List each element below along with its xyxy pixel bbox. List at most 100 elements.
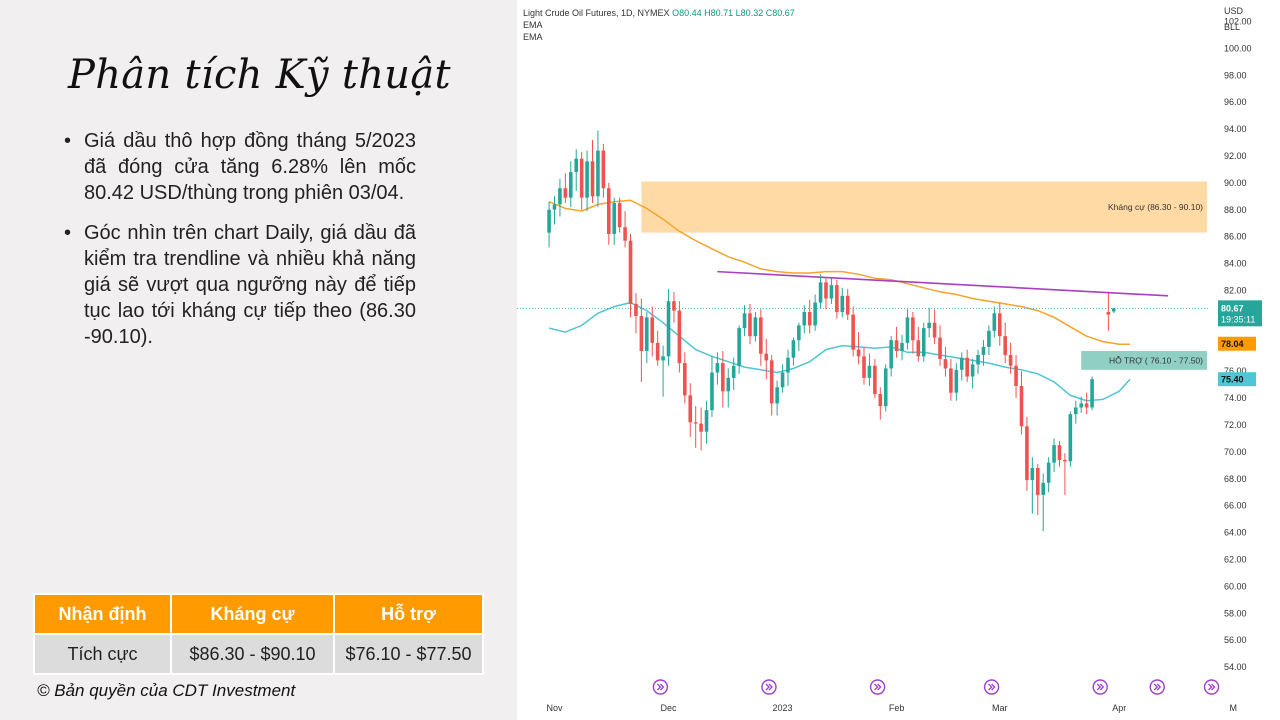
candle-body	[797, 325, 801, 341]
candle	[693, 406, 698, 448]
price-axis-tick-label: 88.00	[1224, 205, 1247, 215]
candle	[883, 364, 888, 412]
event-marker-circle	[1149, 679, 1165, 695]
candle	[970, 359, 975, 389]
indicator-ema-1[interactable]: EMA	[523, 20, 543, 30]
candle	[655, 330, 660, 366]
candle-body	[1003, 336, 1007, 356]
bullet-item: • Giá dầu thô hợp đồng tháng 5/2023 đã đó…	[62, 128, 416, 206]
ema-fast-line	[548, 301, 1131, 402]
candle-body	[590, 161, 595, 197]
price-axis-tick-label: 64.00	[1224, 528, 1247, 538]
candle-body	[905, 317, 910, 343]
candle	[634, 293, 638, 334]
candle	[1052, 438, 1056, 473]
candle	[1030, 457, 1035, 514]
candle	[568, 161, 573, 208]
price-axis-tick-label: 96.00	[1224, 97, 1247, 107]
candle	[905, 309, 910, 350]
candle	[1003, 322, 1007, 364]
candle	[916, 326, 921, 362]
candle-body	[1008, 355, 1013, 366]
price-axis-tick-label: 86.00	[1224, 232, 1247, 242]
candle	[547, 201, 551, 248]
candle-body	[965, 357, 969, 377]
candle	[997, 302, 1002, 346]
ema-slow-price-tag-bg	[1218, 336, 1256, 351]
candle-body	[607, 188, 611, 234]
countdown-timer: 19:35:11	[1221, 314, 1255, 324]
candle	[1046, 457, 1051, 493]
candle	[769, 355, 774, 416]
candle	[552, 196, 557, 225]
price-chart[interactable]: 54.00 56.00 58.00 60.00 62.00 64.00 66.00 68.00…	[517, 0, 1280, 720]
candle-body	[661, 356, 665, 361]
price-axis-tick-label: 76.00	[1224, 366, 1247, 376]
candle-body	[612, 203, 617, 234]
candle	[590, 139, 595, 204]
last-price-tag-bg	[1218, 300, 1262, 327]
candle	[807, 299, 812, 334]
candle	[911, 311, 915, 354]
candle	[612, 197, 617, 245]
candle-body	[987, 330, 991, 347]
candle-body	[596, 150, 600, 197]
candle	[1014, 355, 1018, 399]
price-axis-tick-label: 62.00	[1224, 554, 1247, 564]
indicator-ema-2[interactable]: EMA	[523, 32, 543, 42]
candle-body	[932, 322, 937, 338]
event-marker-arrows	[656, 683, 665, 691]
chart-canvas[interactable]: 54.00 56.00 58.00 60.00 62.00 64.00 66.00 68.00…	[517, 0, 1280, 720]
candle	[715, 352, 720, 385]
price-axis-tick-label: 58.00	[1224, 608, 1247, 618]
candle-body	[867, 365, 872, 378]
candle	[704, 400, 709, 444]
ohlc-low: L80.32	[735, 8, 764, 18]
candle	[661, 345, 665, 397]
candle	[873, 359, 877, 399]
candle-body	[1111, 308, 1116, 312]
candle-body	[921, 328, 926, 357]
candle-body	[672, 301, 676, 311]
candle-body	[938, 337, 942, 360]
ema-fast-price-tag: 75.40	[1221, 375, 1244, 385]
price-axis-tick-label: 60.00	[1224, 581, 1247, 591]
event-marker-circle	[869, 679, 886, 695]
candle	[1068, 411, 1073, 467]
table-header-resistance: Kháng cự	[170, 593, 335, 635]
candle-body	[677, 310, 682, 364]
candle-body	[900, 342, 904, 351]
candle	[959, 352, 964, 381]
bullet-dot-icon: •	[64, 222, 72, 244]
candle	[596, 130, 600, 208]
time-axis-tick-label: M	[1230, 703, 1238, 713]
candle	[574, 149, 579, 191]
candle-body	[856, 349, 861, 357]
candle	[1063, 453, 1067, 495]
candle	[1041, 473, 1045, 532]
candle-body	[628, 240, 633, 304]
candle	[683, 352, 687, 404]
candle-body	[666, 301, 671, 357]
chart-symbol: Light Crude Oil Futures, 1D, NYMEX	[523, 8, 670, 18]
price-axis-tick-label: 82.00	[1224, 285, 1247, 295]
unit-label: BLL	[1224, 22, 1240, 32]
time-axis-tick-label: Nov	[546, 703, 563, 713]
candle-body	[959, 357, 964, 370]
chart-legend: Light Crude Oil Futures, 1D, NYMEX O80.4…	[523, 7, 795, 43]
candle	[721, 350, 725, 408]
candle	[628, 233, 633, 318]
candle	[563, 173, 568, 204]
candle-body	[981, 346, 986, 356]
candle	[1090, 376, 1094, 411]
event-marker-circle	[1203, 679, 1220, 695]
candle	[688, 383, 693, 438]
candle-body	[829, 285, 834, 299]
copyright-note: © Bản quyền của CDT Investment	[37, 681, 296, 700]
candle-body	[911, 317, 915, 341]
bullet-dot-icon: •	[64, 130, 72, 152]
event-marker-circle	[761, 679, 777, 695]
candle-body	[759, 317, 763, 354]
candle-body	[552, 204, 557, 210]
event-marker-icon	[652, 679, 669, 695]
